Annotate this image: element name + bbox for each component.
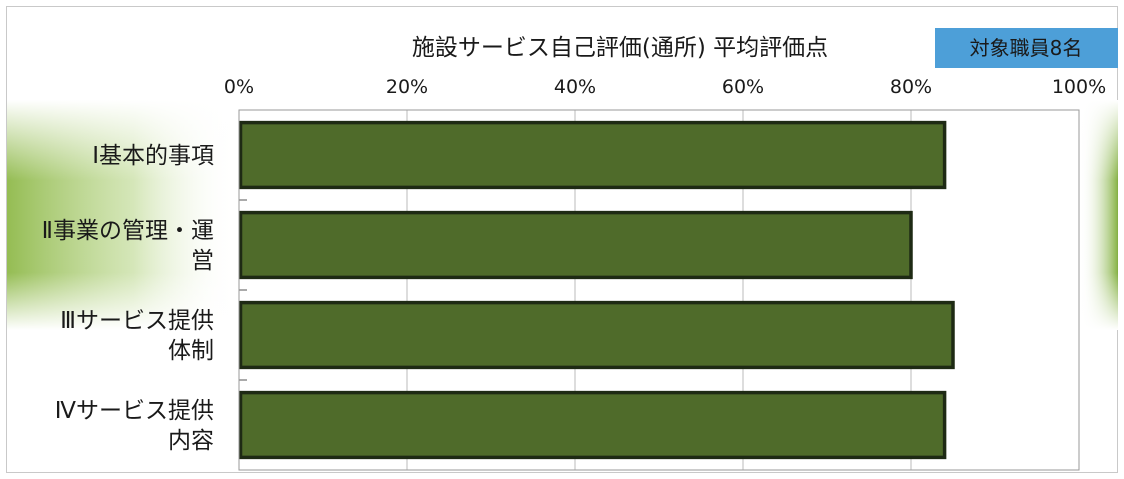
bar-1	[238, 120, 947, 190]
x-tick-label-80: 80%	[890, 76, 932, 98]
category-label-2-line-1: Ⅱ事業の管理・運	[42, 218, 214, 244]
bar-2	[238, 210, 913, 280]
background-band	[7, 100, 1118, 330]
x-tick-label-20: 20%	[386, 76, 428, 98]
x-tick-labels: 0% 20% 40% 60% 80% 100%	[224, 76, 1106, 98]
x-tick-label-0: 0%	[224, 76, 254, 98]
x-tick-label-100: 100%	[1052, 76, 1106, 98]
bar-4	[238, 390, 947, 460]
chart-title: 施設サービス自己評価(通所) 平均評価点	[412, 35, 828, 61]
category-label-1-line-1: Ⅰ基本的事項	[92, 143, 214, 169]
bar-3	[238, 300, 955, 370]
category-label-4-line-2: 内容	[168, 428, 214, 454]
plot-border	[238, 109, 1080, 471]
category-label-4-line-1: Ⅳサービス提供	[55, 398, 214, 424]
staff-count-badge: 対象職員8名	[935, 28, 1118, 68]
x-tick-label-40: 40%	[554, 76, 596, 98]
badge-label: 対象職員8名	[970, 36, 1083, 60]
x-tick-label-60: 60%	[722, 76, 764, 98]
category-tick-marks	[239, 199, 247, 381]
bars	[238, 120, 955, 460]
category-label-2-line-2: 営	[191, 248, 214, 274]
category-label-3-line-2: 体制	[168, 338, 214, 364]
category-label-3-line-1: Ⅲサービス提供	[60, 308, 214, 334]
